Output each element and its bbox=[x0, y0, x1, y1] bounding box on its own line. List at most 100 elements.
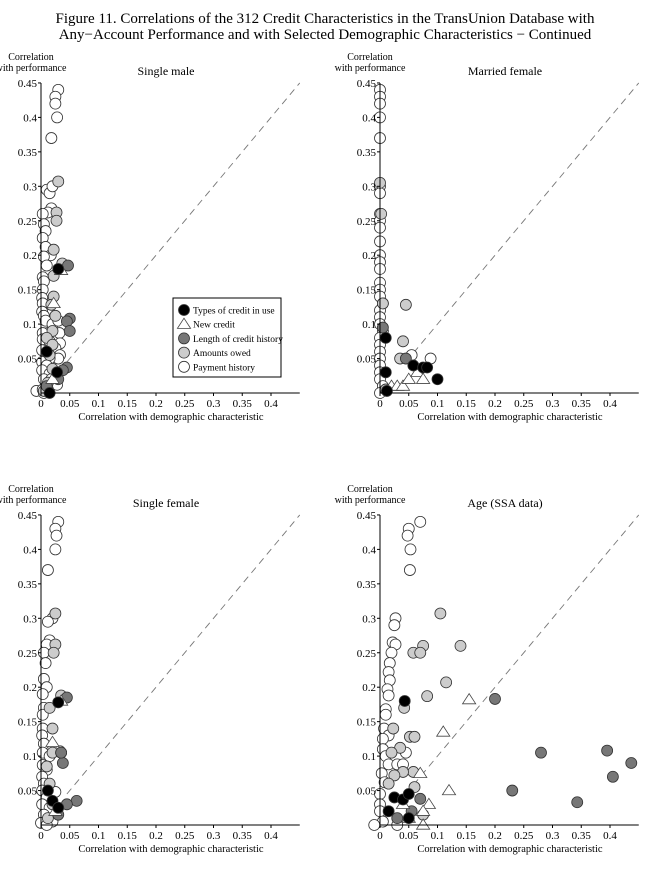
data-point-amounts bbox=[49, 309, 62, 322]
data-point-amounts bbox=[382, 777, 395, 790]
data-point-types bbox=[52, 263, 65, 275]
x-tick-label: 0.15 bbox=[118, 398, 138, 410]
x-tick-label: 0.3 bbox=[546, 830, 560, 842]
data-point-amounts bbox=[49, 607, 62, 620]
y-tick-label: 0.2 bbox=[23, 250, 37, 262]
y-tick-label: 0.05 bbox=[18, 354, 38, 366]
panel-title: Single male bbox=[138, 64, 195, 78]
data-point-payment bbox=[45, 132, 58, 144]
figure-title: Figure 11. Correlations of the 312 Credi… bbox=[0, 11, 650, 43]
data-point-payment bbox=[50, 529, 63, 542]
data-point-amounts bbox=[43, 701, 56, 714]
x-tick-label: 0.4 bbox=[603, 830, 617, 842]
data-point-amounts bbox=[408, 730, 421, 743]
x-axis-label: Correlation with demographic characteris… bbox=[417, 412, 602, 423]
data-point-payment bbox=[36, 207, 49, 220]
data-point-length bbox=[414, 792, 427, 805]
y-tick-label: 0.2 bbox=[362, 682, 376, 694]
data-point-types bbox=[379, 331, 392, 344]
x-tick-label: 0 bbox=[38, 830, 44, 842]
x-tick-label: 0.3 bbox=[546, 398, 560, 410]
data-point-amounts bbox=[454, 639, 467, 652]
y-tick-label: 0.15 bbox=[357, 285, 377, 297]
data-point-types bbox=[382, 805, 395, 818]
y-tick-label: 0.3 bbox=[23, 613, 37, 625]
y-tick-label: 0.3 bbox=[362, 613, 376, 625]
data-point-amounts bbox=[440, 676, 453, 689]
data-point-amounts bbox=[40, 760, 53, 773]
y-tick-label: 0.05 bbox=[357, 354, 377, 366]
data-point-payment bbox=[385, 646, 398, 659]
y-tick-label: 0.25 bbox=[357, 648, 377, 660]
data-point-length bbox=[55, 746, 68, 759]
y-axis-label-line1: Correlation bbox=[347, 52, 393, 63]
y-tick-label: 0.05 bbox=[18, 786, 38, 798]
legend: Types of credit in use New credit Length o… bbox=[172, 297, 283, 378]
data-point-new bbox=[395, 379, 411, 391]
y-axis-label-line2: with performance bbox=[0, 63, 67, 74]
x-tick-label: 0.1 bbox=[92, 830, 106, 842]
x-tick-label: 0.3 bbox=[207, 398, 221, 410]
data-point-length bbox=[63, 325, 76, 337]
y-tick-label: 0.25 bbox=[18, 216, 38, 228]
data-point-length bbox=[571, 796, 584, 809]
data-point-new bbox=[45, 372, 60, 384]
x-tick-label: 0.25 bbox=[514, 398, 534, 410]
data-point-new bbox=[415, 804, 431, 816]
y-tick-label: 0.15 bbox=[18, 285, 38, 297]
data-point-amounts bbox=[50, 214, 63, 227]
x-tick-label: 0.3 bbox=[207, 830, 221, 842]
reference-line-y-equals-x bbox=[405, 514, 640, 795]
x-tick-label: 0.05 bbox=[399, 830, 419, 842]
reference-line-y-equals-x bbox=[66, 82, 301, 363]
data-point-amounts bbox=[52, 175, 65, 188]
x-tick-label: 0.15 bbox=[457, 830, 477, 842]
y-tick-label: 0.15 bbox=[18, 717, 38, 729]
data-point-amounts bbox=[46, 722, 59, 735]
data-point-amounts bbox=[414, 646, 427, 659]
x-tick-label: 0.1 bbox=[431, 830, 445, 842]
data-point-amounts bbox=[434, 607, 447, 620]
data-point-amounts bbox=[387, 722, 400, 735]
figure-title-line1: Figure 11. Correlations of the 312 Credi… bbox=[55, 11, 595, 27]
data-point-payment bbox=[414, 515, 427, 528]
data-point-amounts bbox=[47, 646, 60, 659]
y-tick-label: 0.4 bbox=[23, 112, 37, 124]
data-point-amounts bbox=[399, 298, 412, 311]
y-tick-label: 0.1 bbox=[23, 319, 37, 331]
x-axis-label: Correlation with demographic characteris… bbox=[78, 844, 263, 855]
y-tick-label: 0.2 bbox=[362, 250, 376, 262]
x-tick-label: 0.05 bbox=[60, 830, 80, 842]
y-tick-label: 0.25 bbox=[18, 648, 38, 660]
data-point-types bbox=[421, 361, 434, 374]
data-point-new bbox=[46, 296, 61, 309]
data-point-length bbox=[506, 784, 519, 797]
data-point-types bbox=[402, 812, 415, 825]
y-tick-label: 0.25 bbox=[357, 216, 377, 228]
y-tick-label: 0.35 bbox=[18, 147, 38, 159]
data-point-length bbox=[606, 770, 619, 783]
y-tick-label: 0.35 bbox=[357, 579, 377, 591]
data-point-types bbox=[402, 788, 415, 800]
data-point-new bbox=[421, 797, 437, 809]
y-axis-label-line1: Correlation bbox=[347, 484, 393, 495]
x-tick-label: 0.25 bbox=[175, 398, 195, 410]
data-point-new bbox=[412, 766, 428, 778]
data-point-new bbox=[435, 725, 451, 737]
y-axis-label-line1: Correlation bbox=[8, 484, 54, 495]
x-tick-label: 0.2 bbox=[488, 398, 502, 410]
y-tick-label: 0.3 bbox=[362, 181, 376, 193]
data-point-payment bbox=[39, 657, 52, 669]
x-tick-label: 0 bbox=[377, 830, 383, 842]
data-point-payment bbox=[382, 689, 395, 702]
x-tick-label: 0.35 bbox=[233, 830, 253, 842]
y-tick-label: 0.45 bbox=[18, 78, 38, 90]
x-tick-label: 0.25 bbox=[175, 830, 195, 842]
data-point-new bbox=[45, 735, 60, 747]
data-point-new bbox=[461, 692, 477, 705]
data-point-payment bbox=[388, 619, 401, 632]
data-point-payment bbox=[403, 564, 416, 576]
y-tick-label: 0.35 bbox=[357, 147, 377, 159]
data-point-types bbox=[398, 695, 411, 707]
